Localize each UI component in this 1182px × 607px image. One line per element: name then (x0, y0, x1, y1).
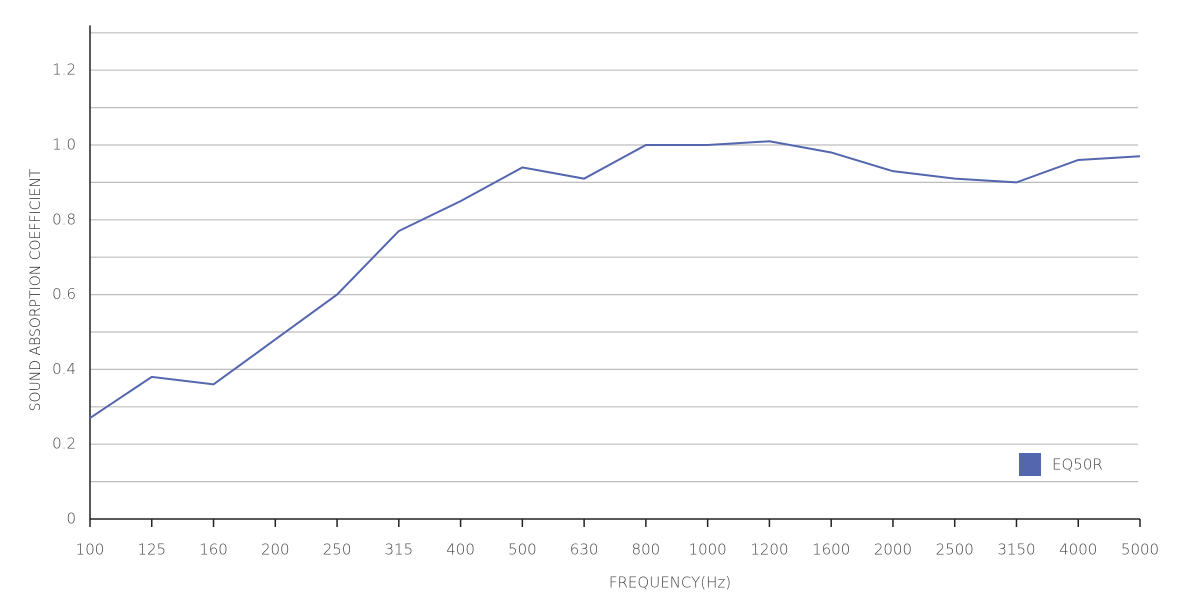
x-tick-label: 315 (385, 541, 414, 559)
y-tick-label: 1.0 (52, 136, 76, 154)
x-tick-label: 800 (632, 541, 661, 559)
legend-label: EQ50R (1052, 456, 1103, 474)
y-tick-label: 0 (66, 510, 76, 528)
x-tick-label: 630 (570, 541, 599, 559)
x-tick-label: 2500 (936, 541, 974, 559)
x-tick-label: 500 (508, 541, 537, 559)
x-tick-label: 160 (199, 541, 228, 559)
x-tick-label: 100 (76, 541, 105, 559)
x-tick-label: 250 (323, 541, 352, 559)
x-tick-label: 1200 (750, 541, 788, 559)
x-tick-label: 1000 (689, 541, 727, 559)
y-tick-label: 1.2 (52, 61, 76, 79)
x-tick-label: 4000 (1059, 541, 1097, 559)
x-tick-label: 400 (446, 541, 475, 559)
x-tick-label: 125 (137, 541, 166, 559)
legend-swatch (1019, 453, 1041, 476)
x-tick-label: 200 (261, 541, 290, 559)
x-tick-label: 1600 (812, 541, 850, 559)
y-tick-label: 0.4 (52, 360, 76, 378)
data-line (89, 140, 1141, 419)
x-tick-label: 3150 (997, 541, 1035, 559)
x-tick-label: 2000 (874, 541, 912, 559)
x-axis-label: FREQUENCY(Hz) (609, 574, 731, 592)
y-axis-label: SOUND ABSORPTION COEFFICIENT (28, 168, 44, 411)
y-tick-label: 0.8 (52, 210, 76, 228)
y-tick-label: 0.2 (52, 435, 76, 453)
y-tick-label: 0.6 (52, 285, 76, 303)
x-tick-label: 5000 (1121, 541, 1159, 559)
